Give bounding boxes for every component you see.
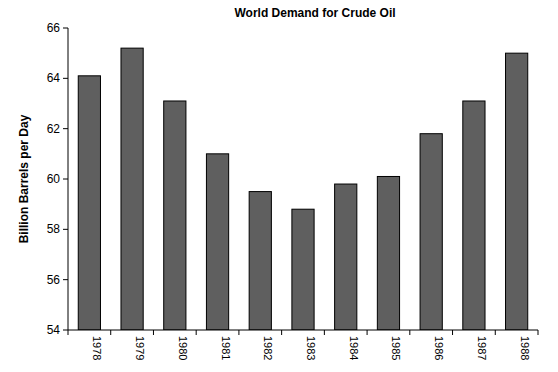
y-tick-label: 62 <box>47 122 61 136</box>
x-tick-label: 1981 <box>220 336 232 360</box>
x-tick <box>153 330 154 335</box>
x-tick-label: 1979 <box>134 336 146 360</box>
bar <box>335 184 357 330</box>
bar <box>292 209 314 330</box>
y-tick <box>63 330 68 331</box>
bar <box>164 101 186 330</box>
y-tick <box>63 128 68 129</box>
bar <box>463 101 485 330</box>
x-tick-label: 1987 <box>476 336 488 360</box>
x-tick-label: 1984 <box>348 336 360 360</box>
x-tick-label: 1982 <box>262 336 274 360</box>
bar <box>377 176 399 330</box>
x-tick-label: 1986 <box>433 336 445 360</box>
y-tick-label: 66 <box>47 21 61 35</box>
bar <box>249 192 271 330</box>
x-tick-label: 1988 <box>519 336 531 360</box>
x-tick-label: 1983 <box>305 336 317 360</box>
bar <box>420 134 442 330</box>
x-tick <box>452 330 453 335</box>
y-tick-label: 56 <box>47 273 61 287</box>
y-tick <box>63 78 68 79</box>
y-tick-label: 60 <box>47 172 61 186</box>
x-tick <box>238 330 239 335</box>
bar <box>78 76 100 330</box>
title: World Demand for Crude Oil <box>234 6 395 20</box>
y-tick <box>63 28 68 29</box>
x-tick-label: 1978 <box>91 336 103 360</box>
y-tick <box>63 279 68 280</box>
x-tick <box>110 330 111 335</box>
x-tick <box>495 330 496 335</box>
x-tick <box>367 330 368 335</box>
x-axis-line <box>68 330 538 331</box>
y-tick <box>63 229 68 230</box>
chart: 54 56 58 60 62 64 66 1978 1979 1980 1981 1982 1983 19… <box>0 0 558 372</box>
y-tick-label: 58 <box>47 222 61 236</box>
bar <box>121 48 143 330</box>
chart-container: 54 56 58 60 62 64 66 1978 1979 1980 1981 1982 1983 19… <box>0 0 558 372</box>
bar <box>506 53 528 330</box>
bars <box>78 48 527 330</box>
x-tick <box>538 330 539 335</box>
x-tick <box>281 330 282 335</box>
bar <box>206 154 228 330</box>
x-tick-label: 1980 <box>177 336 189 360</box>
x-tick <box>68 330 69 335</box>
x-tick-label: 1985 <box>390 336 402 360</box>
y-axis-label: Billion Barrels per Day <box>17 114 31 243</box>
x-tick <box>409 330 410 335</box>
x-tick <box>196 330 197 335</box>
background <box>0 0 558 372</box>
y-tick <box>63 179 68 180</box>
y-tick-label: 64 <box>47 71 61 85</box>
x-tick <box>324 330 325 335</box>
y-tick-label: 54 <box>47 323 61 337</box>
